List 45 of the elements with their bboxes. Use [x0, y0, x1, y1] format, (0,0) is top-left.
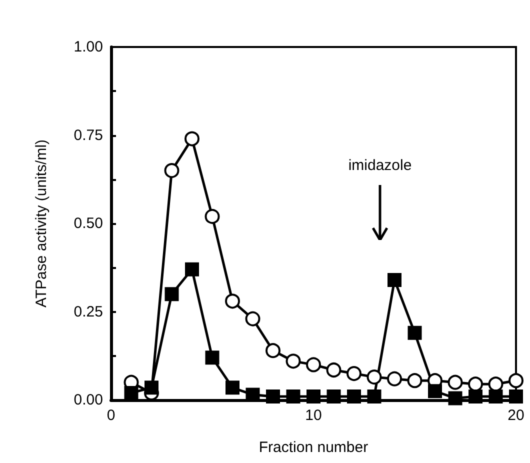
- point: [387, 371, 402, 386]
- point: [225, 294, 240, 309]
- point: [164, 287, 179, 302]
- x-tick-label: 20: [508, 407, 524, 424]
- point: [124, 386, 138, 400]
- point: [448, 391, 462, 406]
- point: [388, 272, 402, 287]
- point: [367, 389, 382, 404]
- point: [509, 389, 523, 404]
- point: [306, 389, 320, 404]
- y-tick-label: 1.00: [74, 38, 103, 56]
- point: [366, 370, 382, 385]
- point: [226, 380, 240, 395]
- point: [347, 389, 361, 404]
- point: [428, 384, 442, 398]
- point: [306, 357, 321, 372]
- point: [266, 389, 280, 404]
- x-tick-label: 0: [106, 407, 116, 424]
- point: [245, 311, 260, 326]
- point: [326, 389, 341, 404]
- x-axis-title: Fraction number: [258, 439, 368, 456]
- point: [164, 163, 180, 178]
- y-tick-label: 0.25: [74, 303, 103, 320]
- point: [346, 366, 362, 382]
- annotation: imidazole: [348, 157, 412, 174]
- point: [266, 343, 280, 358]
- point: [205, 350, 220, 365]
- point: [468, 389, 482, 404]
- point: [204, 208, 220, 224]
- y-tick-label: 0.00: [74, 392, 103, 408]
- point: [286, 389, 300, 404]
- point: [286, 354, 301, 369]
- y-tick-label: 0.50: [74, 215, 103, 232]
- point: [488, 389, 503, 404]
- point: [408, 326, 422, 340]
- point: [184, 131, 200, 146]
- y-tick-label: 0.75: [74, 126, 103, 144]
- y-axis-title: ATPase activity (units/ml): [33, 139, 50, 308]
- point: [326, 362, 342, 378]
- point: [407, 373, 422, 388]
- x-tick-label: 10: [305, 407, 322, 424]
- point: [144, 380, 158, 395]
- point: [508, 373, 524, 388]
- point: [448, 374, 463, 390]
- point: [185, 262, 199, 276]
